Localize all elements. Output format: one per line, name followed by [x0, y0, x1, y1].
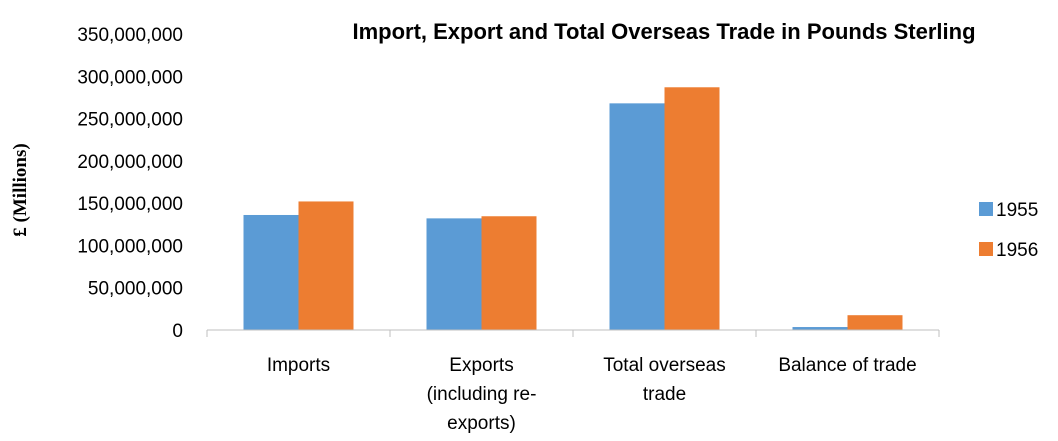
y-tick-label: 0: [172, 321, 183, 342]
bar-1956-1: [481, 216, 537, 330]
y-tick-label: 250,000,000: [77, 110, 183, 131]
x-tick-label: Imports: [267, 355, 330, 376]
bar-1955-0: [243, 214, 299, 330]
y-axis-tick-labels: 0 50,000,000 100,000,000 150,000,000 200,000…: [77, 25, 183, 342]
y-tick-label: 200,000,000: [77, 152, 183, 173]
legend-label: 1956: [996, 240, 1038, 261]
chart-title: Import, Export and Total Overseas Trade …: [352, 19, 975, 44]
y-tick-label: 50,000,000: [88, 279, 183, 300]
y-tick-label: 150,000,000: [77, 194, 183, 215]
x-axis-tick-labels: Imports Exports (including re-exports) Tota…: [267, 355, 917, 434]
bar-series: [243, 87, 903, 330]
legend-swatch-1955: [979, 202, 993, 216]
bar-1956-2: [664, 87, 720, 330]
legend-swatch-1956: [979, 242, 993, 256]
legend: 1955 1956: [979, 200, 1038, 261]
x-tick-label: Total overseas: [603, 355, 726, 376]
x-tick-label: trade: [643, 384, 686, 405]
bar-1956-0: [298, 201, 354, 330]
y-axis-label: £ (Millions): [10, 143, 31, 236]
x-tick-label: Exports: [449, 355, 513, 376]
bar-1955-3: [792, 327, 848, 330]
bar-1956-3: [847, 315, 903, 330]
x-tick-label: Balance of trade: [778, 355, 916, 376]
y-tick-label: 350,000,000: [77, 25, 183, 46]
bar-1955-2: [609, 103, 665, 330]
legend-label: 1955: [996, 200, 1038, 221]
x-tick-label: exports): [447, 413, 516, 434]
bar-1955-1: [426, 218, 482, 330]
y-tick-label: 100,000,000: [77, 236, 183, 257]
y-tick-label: 300,000,000: [77, 67, 183, 88]
x-tick-label: (including re-: [427, 384, 537, 405]
x-axis-tick-marks: [206, 330, 940, 337]
